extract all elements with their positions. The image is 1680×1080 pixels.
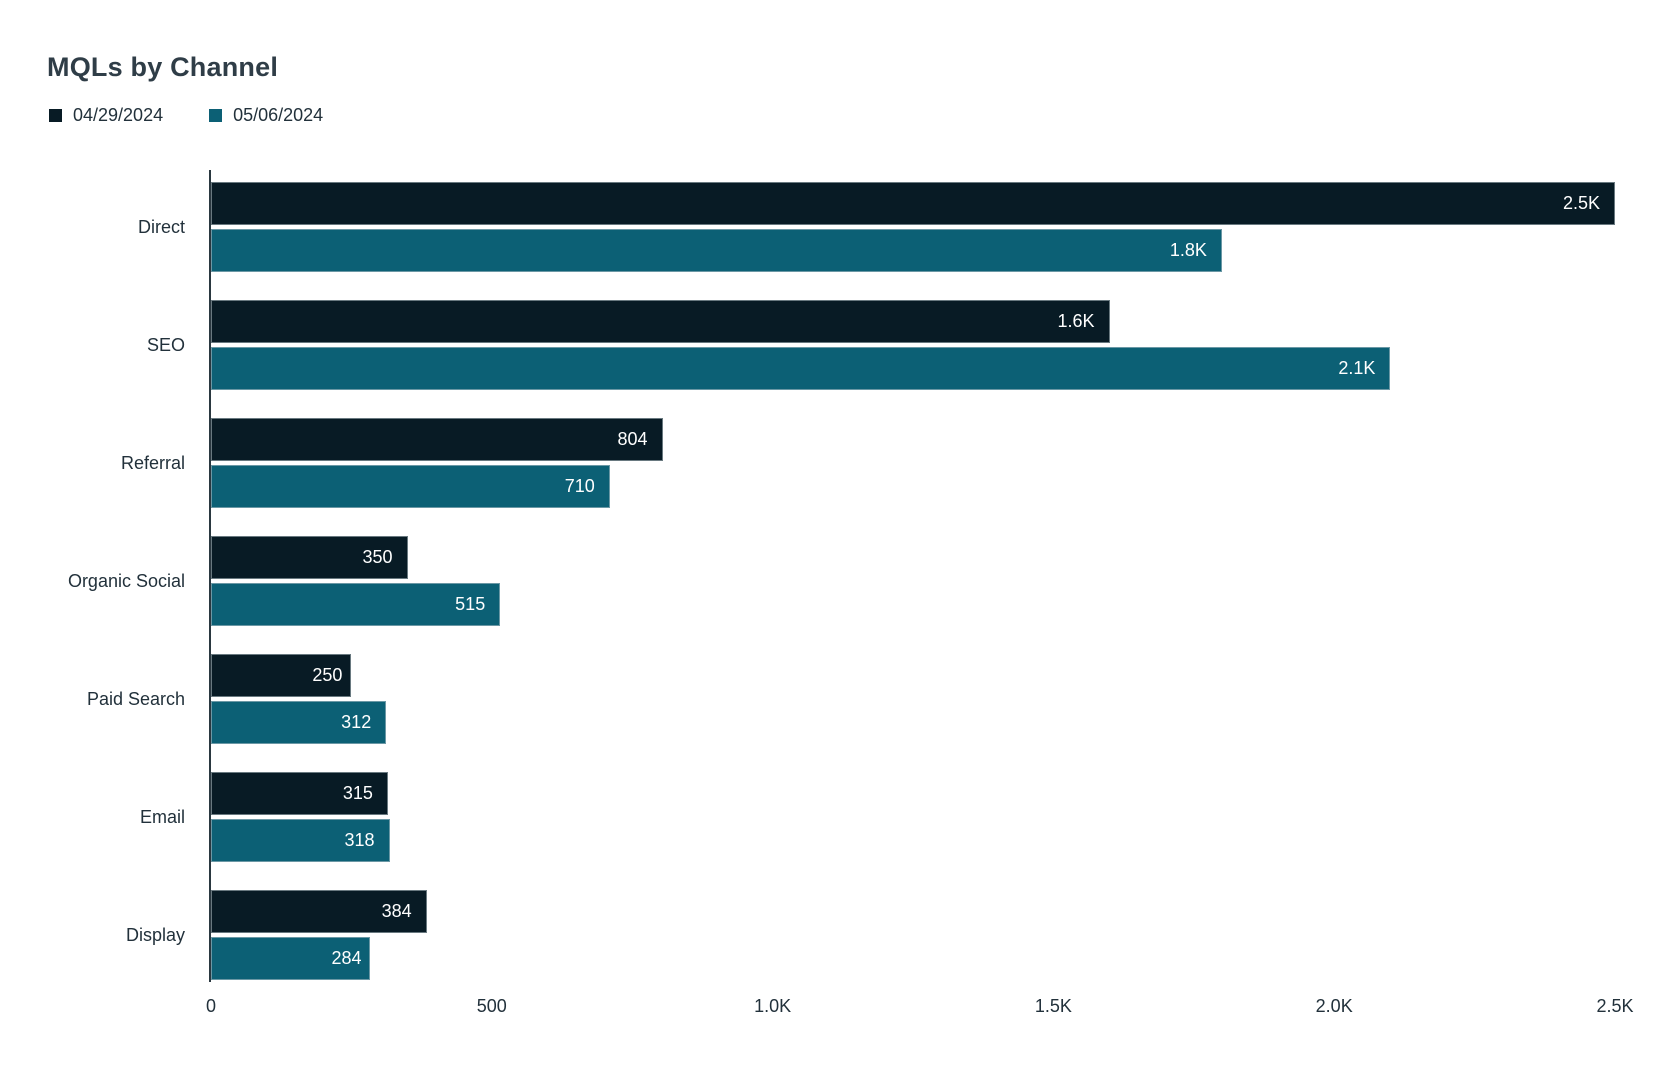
bar-05-06-2024-seo[interactable]: 2.1K (211, 347, 1391, 390)
bar-value-label: 384 (381, 901, 412, 921)
bar-value-label: 2.5K (1562, 193, 1600, 213)
chart-legend: 04/29/2024 05/06/2024 (49, 105, 323, 126)
x-tick-label-2-0k: 2.0K (1315, 996, 1353, 1016)
y-axis-line (209, 170, 211, 982)
bar-value-label: 312 (341, 712, 372, 732)
bar-group-seo: SEO 1.6K 2.1K (147, 300, 1615, 390)
x-tick-label-0: 0 (205, 996, 217, 1016)
x-tick-label-500: 500 (476, 996, 507, 1016)
category-label-paid-search: Paid Search (86, 688, 185, 709)
bar-value-label: 2.1K (1338, 358, 1376, 378)
bar-value-label: 315 (342, 783, 373, 803)
bar-group-direct: Direct 2.5K 1.8K (138, 182, 1615, 272)
bar-value-label: 250 (312, 665, 343, 685)
bar-04-29-2024-organic-social[interactable]: 350 (211, 536, 408, 579)
bar-value-label: 350 (362, 547, 393, 567)
legend-swatch-icon (49, 109, 62, 122)
legend-item-04-29-2024[interactable]: 04/29/2024 (49, 105, 163, 126)
category-label-direct: Direct (137, 216, 185, 237)
x-tick-label-2-5k: 2.5K (1596, 996, 1634, 1016)
bar-group-referral: Referral 804 710 (121, 418, 1615, 508)
legend-swatch-icon (209, 109, 223, 122)
x-tick-label-1-5k: 1.5K (1034, 996, 1072, 1016)
x-axis-ticks: 0 500 1.0K 1.5K 2.0K 2.5K (206, 996, 1634, 1020)
bar-value-label: 1.6K (1057, 311, 1095, 331)
category-label-organic-social: Organic Social (67, 570, 185, 591)
bar-group-organic-social: Organic Social 350 515 (68, 536, 1615, 626)
bar-04-29-2024-display[interactable]: 384 (211, 890, 427, 933)
category-label-seo: SEO (146, 334, 185, 355)
bar-value-label: 804 (617, 429, 648, 449)
bar-05-06-2024-organic-social[interactable]: 515 (211, 583, 501, 626)
bar-05-06-2024-paid-search[interactable]: 312 (211, 701, 387, 744)
bar-group-display: Display 384 284 (126, 890, 1615, 980)
bar-value-label: 710 (564, 476, 595, 496)
category-label-email: Email (139, 806, 185, 827)
bar-04-29-2024-direct[interactable]: 2.5K (211, 182, 1615, 225)
category-label-display: Display (125, 924, 185, 945)
bar-04-29-2024-email[interactable]: 315 (211, 772, 388, 815)
legend-label: 05/06/2024 (233, 105, 324, 125)
bar-value-label: 515 (455, 594, 486, 614)
bar-05-06-2024-display[interactable]: 284 (211, 937, 371, 980)
bar-04-29-2024-referral[interactable]: 804 (211, 418, 663, 461)
bar-05-06-2024-direct[interactable]: 1.8K (211, 229, 1222, 272)
chart-title: MQLs by Channel (47, 52, 279, 82)
category-label-referral: Referral (120, 452, 185, 473)
bar-value-label: 318 (344, 830, 375, 850)
bar-value-label: 1.8K (1169, 240, 1207, 260)
bar-group-paid-search: Paid Search 250 312 (87, 654, 1615, 744)
x-tick-label-1-0k: 1.0K (754, 996, 792, 1016)
bar-05-06-2024-referral[interactable]: 710 (211, 465, 610, 508)
bar-value-label: 284 (331, 948, 362, 968)
bar-04-29-2024-paid-search[interactable]: 250 (211, 654, 352, 697)
bar-04-29-2024-seo[interactable]: 1.6K (211, 300, 1110, 343)
bar-group-email: Email 315 318 (140, 772, 1615, 862)
bar-05-06-2024-email[interactable]: 318 (211, 819, 390, 862)
plot-area: Direct 2.5K 1.8K SEO 1.6K 2.1K Referral 804 710 O… (68, 170, 1634, 1016)
legend-label: 04/29/2024 (73, 105, 164, 125)
legend-item-05-06-2024[interactable]: 05/06/2024 (209, 105, 323, 126)
